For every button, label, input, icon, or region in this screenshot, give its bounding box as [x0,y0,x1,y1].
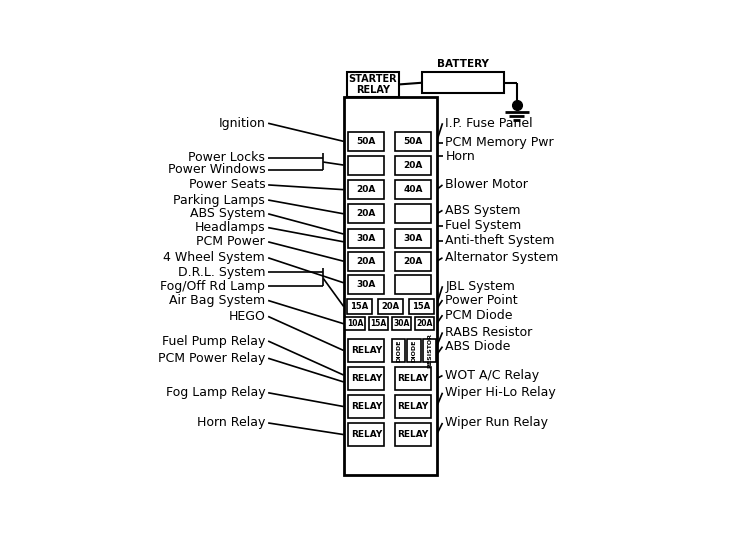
Text: PCM Diode: PCM Diode [446,309,513,321]
Bar [348,276,384,295]
Bar [348,395,384,418]
Bar [394,180,430,199]
Text: WOT A/C Relay: WOT A/C Relay [446,369,539,382]
Text: ABS Diode: ABS Diode [446,340,511,353]
Text: 30A: 30A [404,234,422,243]
Bar [394,252,430,270]
Text: RELAY: RELAY [351,430,382,439]
Bar [348,252,384,270]
Bar [394,423,430,446]
Text: STARTER
RELAY: STARTER RELAY [349,74,397,95]
Text: 50A: 50A [404,137,422,146]
Bar [392,318,411,330]
Text: 30A: 30A [357,234,376,243]
Bar [392,339,405,362]
Text: D.R.L. System: D.R.L. System [178,266,266,279]
Text: 20A: 20A [357,209,376,218]
Bar [348,204,384,223]
Text: RABS Resistor: RABS Resistor [446,326,532,339]
Text: 50A: 50A [357,137,376,146]
Bar [416,318,434,330]
Text: 30A: 30A [357,281,376,290]
Text: RELAY: RELAY [398,402,428,411]
Bar [394,204,430,223]
Bar [369,318,388,330]
Bar [348,132,384,151]
Text: Power Locks: Power Locks [188,151,266,164]
Bar [348,339,384,362]
Bar [394,229,430,248]
Text: Headlamps: Headlamps [194,221,266,234]
Text: Wiper Hi-Lo Relay: Wiper Hi-Lo Relay [446,386,556,399]
Text: Alternator System: Alternator System [446,251,559,264]
Text: 10A: 10A [346,319,363,328]
Bar [394,276,430,295]
Text: Parking Lamps: Parking Lamps [173,194,266,207]
Bar [348,229,384,248]
Text: 20A: 20A [357,185,376,194]
Text: ABS System: ABS System [446,204,521,217]
Text: DIODE: DIODE [396,339,401,362]
Text: 4 Wheel System: 4 Wheel System [164,251,266,264]
Text: BATTERY: BATTERY [437,59,489,69]
Text: I.P. Fuse Panel: I.P. Fuse Panel [446,116,533,130]
Text: PCM Memory Pwr: PCM Memory Pwr [446,136,554,149]
Bar [377,299,403,314]
Text: Wiper Run Relay: Wiper Run Relay [446,417,548,430]
Bar [394,367,430,390]
Text: Power Windows: Power Windows [167,164,266,176]
Bar [344,97,436,475]
Bar [422,72,503,93]
Bar [346,299,372,314]
Text: DIODE: DIODE [412,339,416,362]
Text: 20A: 20A [416,319,433,328]
Text: RELAY: RELAY [351,402,382,411]
Text: HEGO: HEGO [228,310,266,323]
Text: PCM Power Relay: PCM Power Relay [158,352,266,365]
Text: 20A: 20A [357,256,376,266]
Text: 20A: 20A [404,256,422,266]
Bar [423,339,436,362]
Text: Power Point: Power Point [446,293,518,306]
Text: PCM Power: PCM Power [196,235,266,248]
Text: 20A: 20A [381,302,399,311]
Text: Horn: Horn [446,150,476,163]
Bar [346,72,399,97]
Bar [409,299,434,314]
Text: RELAY: RELAY [398,374,428,383]
Text: 40A: 40A [403,185,422,194]
Bar [394,395,430,418]
Text: RELAY: RELAY [351,374,382,383]
Bar [346,318,364,330]
Text: Fog Lamp Relay: Fog Lamp Relay [166,386,266,399]
Bar [348,180,384,199]
Text: Power Seats: Power Seats [188,179,266,192]
Bar [394,156,430,175]
Text: Horn Relay: Horn Relay [196,417,266,430]
Text: Blower Motor: Blower Motor [446,179,528,192]
Text: Fog/Off Rd Lamp: Fog/Off Rd Lamp [160,280,266,293]
Text: Anti-theft System: Anti-theft System [446,234,555,247]
Text: 30A: 30A [393,319,410,328]
Text: RELAY: RELAY [398,430,428,439]
Text: 20A: 20A [404,161,422,170]
Text: Air Bag System: Air Bag System [169,294,266,307]
Bar [348,423,384,446]
Text: Fuel Pump Relay: Fuel Pump Relay [162,334,266,348]
Text: Ignition: Ignition [218,116,266,130]
Text: RELAY: RELAY [351,346,382,355]
Bar [394,132,430,151]
Text: Fuel System: Fuel System [446,220,522,232]
Text: 15A: 15A [370,319,386,328]
Bar [348,367,384,390]
Bar [348,156,384,175]
Text: ABS System: ABS System [190,207,266,220]
Text: 15A: 15A [350,302,368,311]
Text: 15A: 15A [412,302,430,311]
Text: JBL System: JBL System [446,280,515,293]
Text: RESISTOR: RESISTOR [427,333,432,368]
Bar [407,339,421,362]
